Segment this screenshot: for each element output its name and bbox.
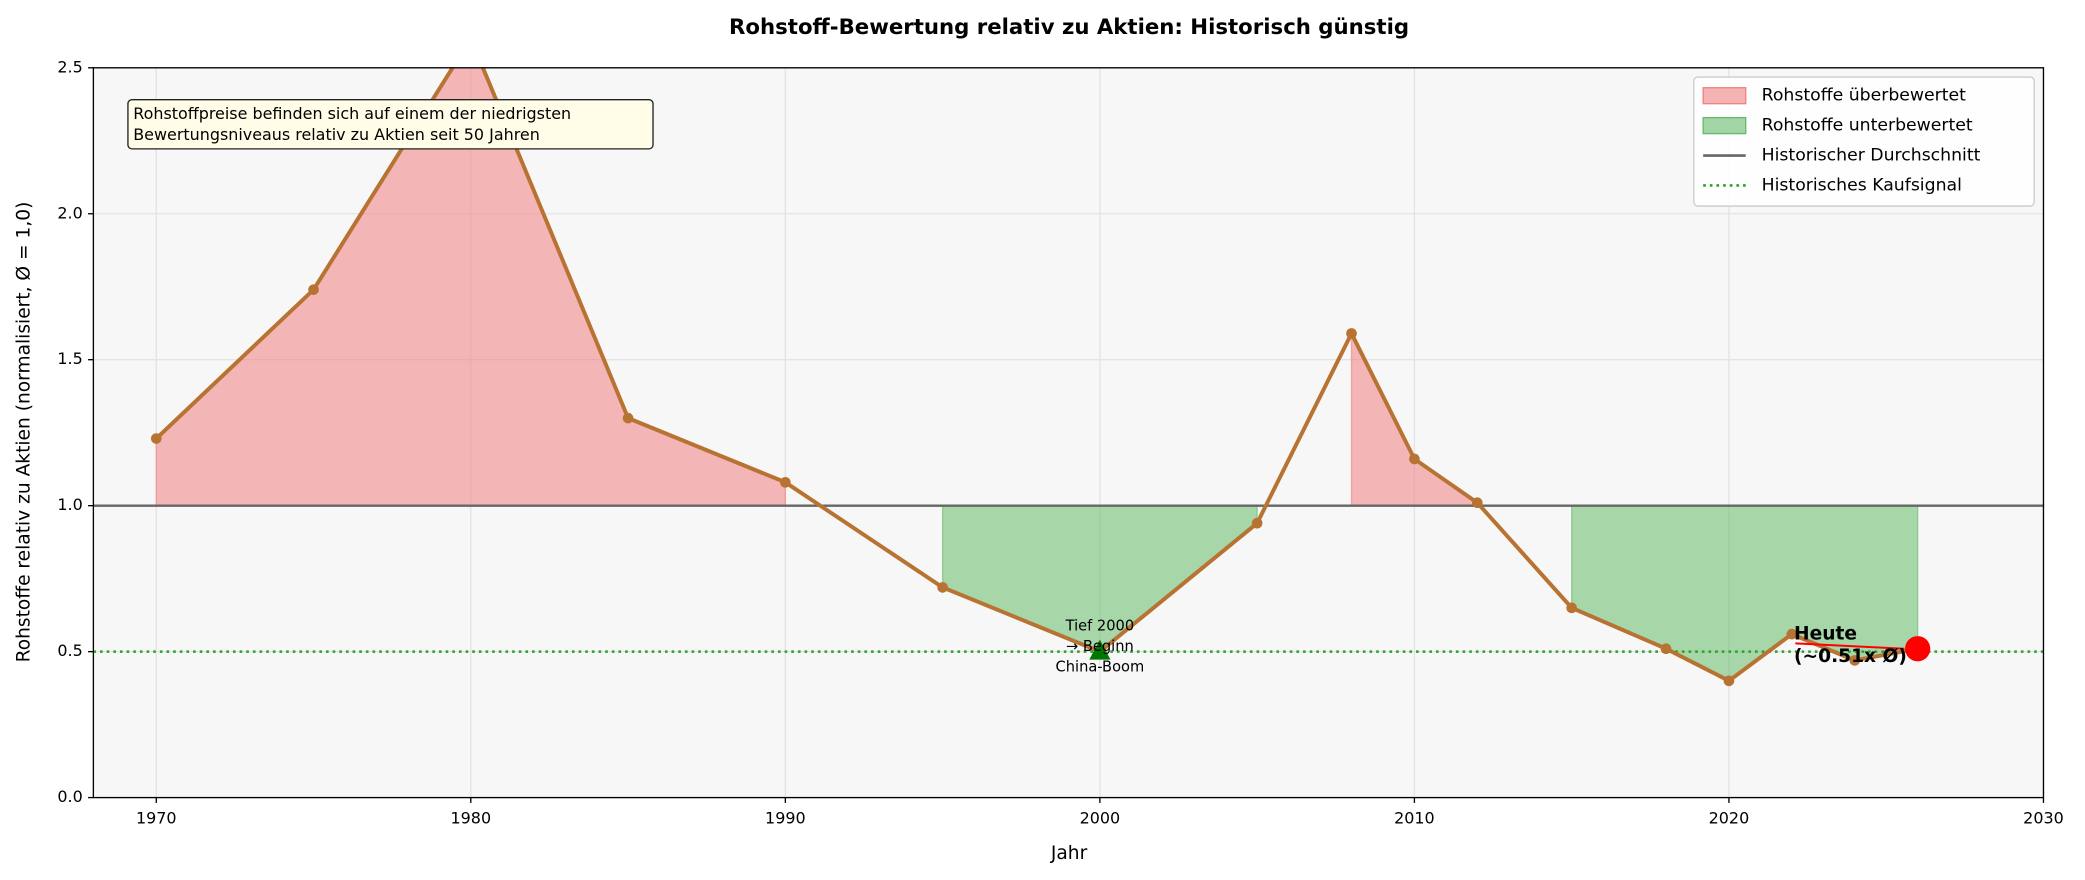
x-tick-label: 1990: [765, 808, 806, 827]
x-tick-label: 1970: [136, 808, 177, 827]
x-axis-label: Jahr: [1050, 843, 1088, 864]
note-text: Rohstoffpreise befinden sich auf einem d…: [133, 104, 571, 123]
data-point: [1723, 675, 1735, 687]
legend-swatch: [1702, 87, 1747, 105]
data-point: [780, 476, 791, 488]
data-point: [150, 433, 162, 444]
y-tick-label: 1.5: [57, 349, 82, 368]
note-text: Bewertungsniveaus relativ zu Aktien seit…: [133, 125, 540, 144]
data-point: [1849, 655, 1861, 666]
plot-frame: [92, 67, 2045, 799]
y-tick-label: 2.0: [57, 203, 82, 222]
y-axis-label: Rohstoffe relativ zu Aktien (normalisier…: [14, 202, 35, 663]
data-point: [1566, 602, 1577, 614]
legend-label: Rohstoffe überbewertet: [1762, 86, 1967, 106]
legend-label: Rohstoffe unterbewertet: [1762, 116, 1973, 136]
annotation-text: Heute: [1794, 624, 1857, 645]
x-tick-label: 2010: [1394, 808, 1435, 827]
annotation-text: → Beginn: [1066, 638, 1134, 655]
y-tick-label: 0.0: [57, 787, 82, 806]
legend-label: Historischer Durchschnitt: [1762, 146, 1981, 166]
annotation-text: Tief 2000: [1065, 617, 1135, 634]
data-point: [1251, 517, 1263, 529]
data-point: [622, 412, 634, 424]
data-point: [1346, 328, 1357, 339]
x-tick-label: 1980: [451, 808, 492, 827]
chart-title: Rohstoff-Bewertung relativ zu Aktien: Hi…: [729, 15, 1409, 40]
y-tick-label: 2.5: [57, 57, 82, 76]
data-point: [1786, 628, 1798, 640]
data-point: [1409, 453, 1420, 465]
data-point: [1471, 497, 1483, 509]
data-point: [1660, 643, 1672, 655]
x-tick-label: 2000: [1080, 808, 1121, 827]
note-box: [127, 99, 654, 150]
data-point: [937, 582, 948, 593]
legend-swatch: [1702, 116, 1747, 135]
legend-box: [1693, 76, 2035, 207]
annotation-text: China-Boom: [1056, 659, 1145, 676]
annotation-arrow: [1795, 642, 1905, 650]
annotation-marker: [1089, 639, 1111, 660]
x-tick-label: 2020: [1709, 808, 1750, 827]
annotation-text: (~0.51x Ø): [1794, 646, 1907, 667]
annotation-marker: [1905, 636, 1931, 662]
data-point: [465, 33, 476, 44]
legend-label: Historisches Kaufsignal: [1762, 175, 1962, 195]
y-tick-label: 0.5: [57, 641, 82, 660]
data-point: [308, 284, 319, 295]
x-tick-label: 2030: [2023, 808, 2064, 827]
y-tick-label: 1.0: [57, 495, 82, 514]
